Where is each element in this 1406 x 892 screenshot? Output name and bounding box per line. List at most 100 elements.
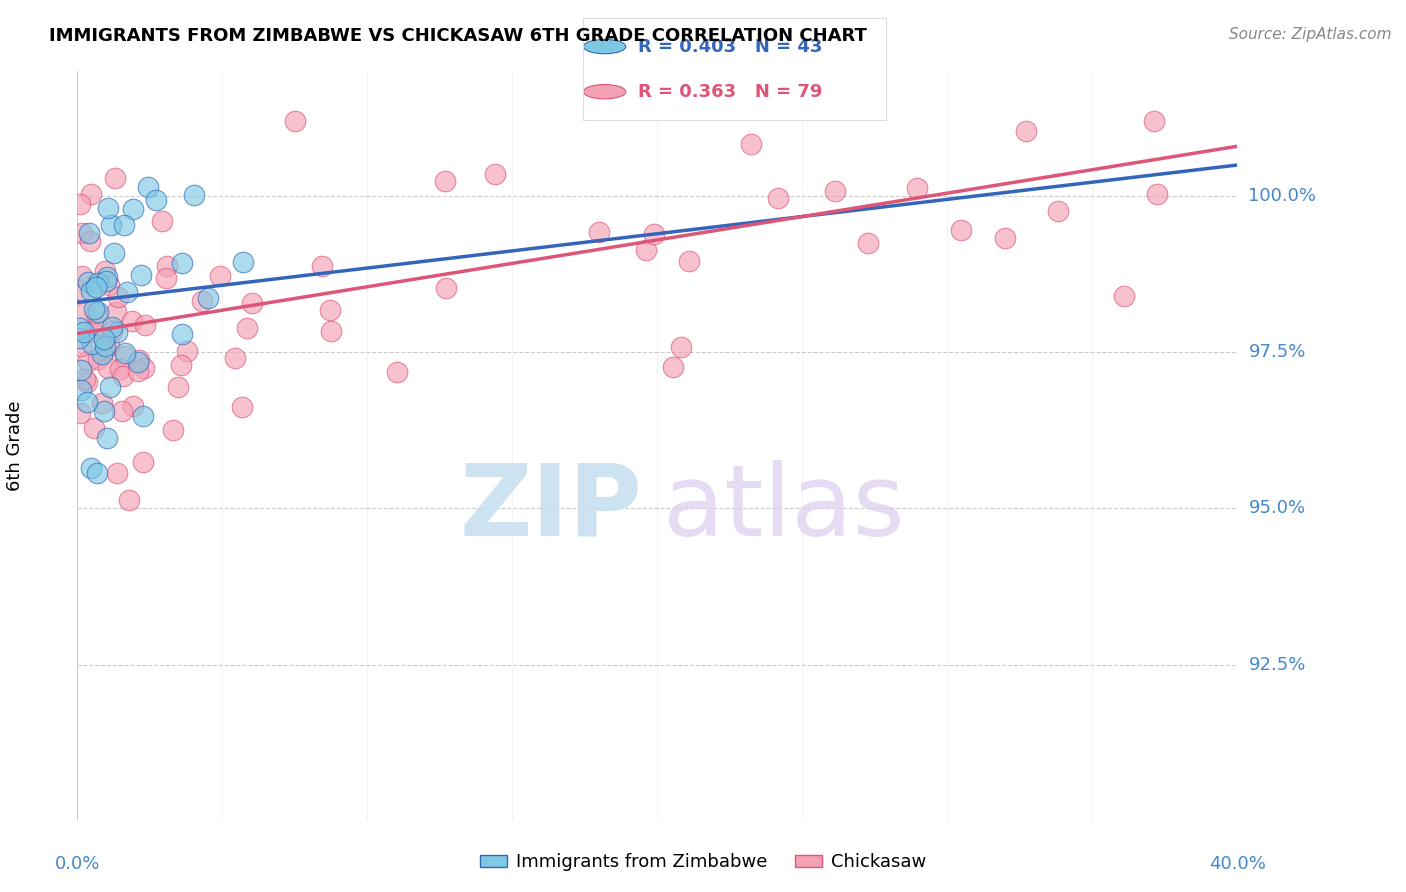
Point [858,235,880,250]
Point [69,196,91,211]
Point [105,305,128,319]
Point [107,290,129,304]
Point [80,461,103,475]
Point [1146,187,1168,202]
Point [67,331,90,345]
Point [76,354,98,368]
Point [766,191,789,205]
Point [73,372,96,386]
Point [145,193,167,207]
Point [96,269,118,284]
Point [83,302,105,317]
Point [155,271,177,285]
Point [72,268,94,283]
Point [82,325,104,339]
Point [170,255,193,269]
Point [93,332,115,346]
Point [76,395,98,409]
Point [104,170,127,185]
Point [994,231,1017,245]
Point [98,277,121,292]
Point [76,375,98,389]
Point [129,268,152,283]
Point [94,264,117,278]
Point [122,399,145,413]
Point [77,226,100,240]
Point [136,180,159,194]
Point [84,279,107,293]
Point [319,302,342,317]
Point [132,455,155,469]
Point [97,338,120,352]
Point [94,339,117,353]
Text: 95.0%: 95.0% [1249,500,1306,517]
Point [231,401,253,415]
Text: 100.0%: 100.0% [1249,187,1316,205]
Point [156,259,179,273]
Circle shape [583,85,626,99]
Point [134,361,156,376]
Point [176,344,198,359]
Point [484,167,506,181]
Point [190,294,212,309]
Point [1112,289,1135,303]
Point [98,380,121,394]
Point [86,466,108,480]
Point [86,318,108,332]
Point [87,304,110,318]
Text: 40.0%: 40.0% [1209,855,1265,873]
Point [101,320,124,334]
Point [72,326,94,340]
Legend: Immigrants from Zimbabwe, Chickasaw: Immigrants from Zimbabwe, Chickasaw [472,847,934,879]
Point [103,245,125,260]
Point [588,225,610,239]
Point [385,365,408,379]
Point [134,318,156,332]
Point [112,218,135,232]
Point [197,291,219,305]
Point [93,344,115,359]
Point [115,285,138,299]
Point [73,306,96,320]
Point [79,234,101,248]
Point [905,180,928,194]
Point [1143,114,1166,128]
Point [105,466,128,480]
Point [69,363,91,377]
Point [80,284,103,298]
Point [69,320,91,334]
Point [76,275,98,289]
Point [111,404,134,418]
Point [170,327,193,342]
Point [128,352,150,367]
Circle shape [583,39,626,54]
Point [94,274,117,288]
Text: R = 0.403   N = 43: R = 0.403 N = 43 [638,37,823,55]
Point [209,269,232,284]
Point [118,493,141,508]
Point [105,325,128,339]
Point [1015,124,1038,138]
Text: 92.5%: 92.5% [1249,656,1306,673]
Point [101,324,124,338]
Point [114,346,136,360]
Text: IMMIGRANTS FROM ZIMBABWE VS CHICKASAW 6TH GRADE CORRELATION CHART: IMMIGRANTS FROM ZIMBABWE VS CHICKASAW 6T… [49,27,868,45]
Text: Source: ZipAtlas.com: Source: ZipAtlas.com [1229,27,1392,42]
Point [162,423,184,437]
Point [434,281,457,295]
Point [662,359,685,374]
Text: ZIP: ZIP [460,460,643,557]
Point [224,351,246,365]
Point [127,364,149,378]
Point [86,277,108,291]
Point [69,407,91,421]
Point [634,243,657,257]
Point [311,259,333,273]
Point [824,184,846,198]
Point [91,396,114,410]
Point [949,223,972,237]
Point [170,358,193,372]
Point [83,420,105,434]
Point [93,404,115,418]
Point [232,255,254,269]
